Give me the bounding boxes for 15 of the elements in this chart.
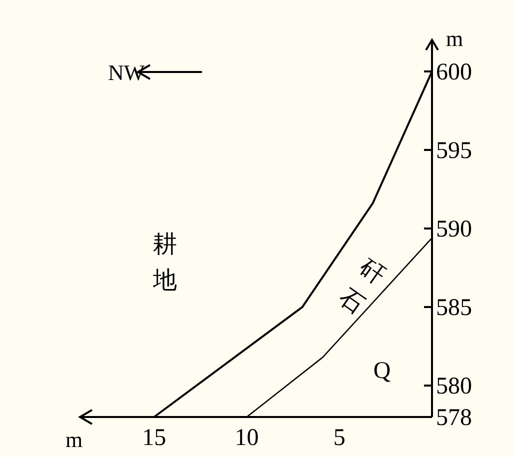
y-tick-label: 595 [436, 138, 472, 164]
x-tick-label: 5 [333, 425, 346, 451]
annotation: Q [373, 358, 391, 384]
annotation: 耕地 [152, 231, 177, 294]
y-tick-label: 590 [436, 216, 472, 242]
y-tick-label: 600 [436, 59, 472, 86]
x-tick-label: 10 [234, 425, 259, 451]
y-tick-label: 585 [436, 295, 472, 322]
y-axis-title: m [446, 26, 464, 51]
x-axis-title: m [65, 427, 83, 452]
x-tick-label: 15 [142, 425, 166, 451]
y-tick-label: 578 [436, 405, 472, 431]
y-tick-label: 580 [436, 374, 472, 400]
annotation: 矸石 [334, 253, 390, 320]
annotation: NW [108, 60, 145, 85]
